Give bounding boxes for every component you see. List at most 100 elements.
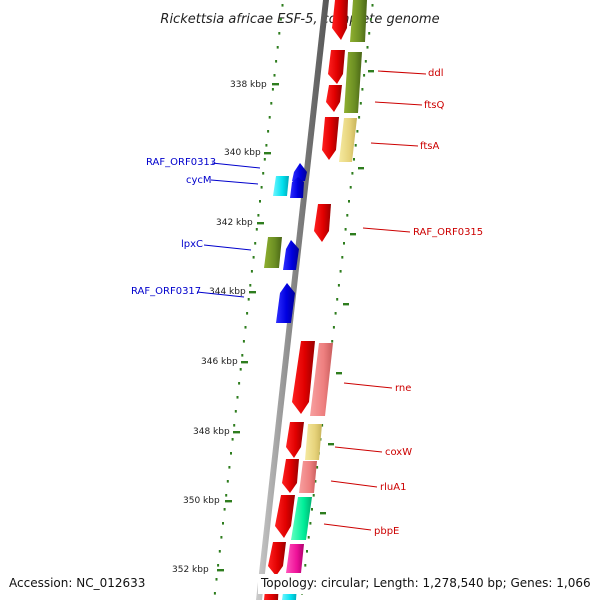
- forward-gene-labels: ddl ftsQ ftsA RAF_ORF0315 rne coxW rluA1…: [323, 68, 483, 537]
- tick-dot-right: [356, 130, 359, 133]
- tick-dot-left: [263, 158, 266, 161]
- tick-dot-right: [366, 46, 369, 49]
- tick-dot-right: [336, 298, 339, 301]
- tick-dot-left: [217, 564, 220, 567]
- tick-dot-left: [265, 144, 268, 147]
- label-RAF_ORF0317: RAF_ORF0317: [131, 286, 201, 297]
- tick-dot-left: [260, 186, 263, 189]
- tick-dot-right: [334, 312, 337, 315]
- cog-block-ftsA: [339, 118, 357, 162]
- tick-dot-left: [241, 354, 244, 357]
- tick-dot-right: [343, 242, 345, 245]
- cog-block-bottom: [286, 544, 304, 573]
- tick-dot-right: [344, 228, 347, 231]
- cds-RAF_ORF0315: [314, 204, 331, 242]
- tick-label-350: 350 kbp: [183, 496, 220, 506]
- tick-label-348: 348 kbp: [193, 427, 230, 437]
- tick-dot-right: [306, 550, 308, 553]
- label-coxW: coxW: [385, 447, 412, 458]
- tick-dot-left: [247, 298, 250, 301]
- tick-dot-left: [275, 60, 278, 63]
- kbp-ticks: 338 kbp 340 kbp 342 kbp 344 kbp 346 kbp …: [172, 80, 279, 575]
- tick-342: 342 kbp: [216, 218, 264, 228]
- tick-dot-right: [369, 18, 372, 21]
- tick-dot-right: [371, 4, 374, 7]
- label-rluA1: rluA1: [380, 482, 406, 493]
- reverse-gene-labels: RAF_ORF0313 cycM lpxC RAF_ORF0317: [131, 157, 261, 298]
- tick-dot-left: [234, 410, 237, 413]
- forward-cds-track: [264, 0, 348, 600]
- tick-dot-left: [239, 368, 242, 371]
- topology-backdrop: [258, 574, 600, 594]
- cog-block-pbpE: [291, 497, 312, 540]
- cds-RAF_ORF0313: [292, 163, 307, 181]
- accession-text: Accession: NC_012633: [9, 576, 145, 590]
- cog-block-ddl: [344, 52, 362, 113]
- cds-RAF_ORF0317: [276, 283, 295, 323]
- tick-dot-left: [238, 382, 241, 385]
- tick-label-338: 338 kbp: [230, 80, 267, 90]
- tick-dot-left: [262, 172, 265, 175]
- label-RAF_ORF0313: RAF_ORF0313: [146, 157, 216, 168]
- tick-346: 346 kbp: [201, 357, 248, 367]
- tick-dot-left: [270, 102, 273, 105]
- map-title: Rickettsia africae ESF-5, complete genom…: [160, 12, 439, 27]
- tick-label-340: 340 kbp: [224, 148, 261, 158]
- tick-dot-right: [364, 60, 367, 63]
- tick-label-352: 352 kbp: [172, 565, 209, 575]
- tick-dot-right: [368, 32, 371, 35]
- tick-dot-left: [267, 130, 270, 133]
- cds-lpxC: [283, 240, 299, 270]
- tick-344: 344 kbp: [209, 287, 256, 297]
- tick-dot-right: [353, 158, 355, 161]
- cog-block-lpxC: [264, 237, 282, 268]
- cds-rluA1: [282, 459, 299, 493]
- tick-dot-left: [236, 396, 239, 399]
- label-pbpE: pbpE: [374, 526, 399, 537]
- label-RAF_ORF0315: RAF_ORF0315: [413, 227, 483, 238]
- cds-coxW: [286, 422, 304, 458]
- tick-dot-left: [279, 18, 282, 21]
- tick-dot-left: [252, 256, 255, 259]
- tick-350: 350 kbp: [183, 496, 232, 506]
- tick-dot-right: [312, 494, 315, 497]
- tick-dot-left: [244, 326, 247, 329]
- label-ftsA: ftsA: [420, 141, 439, 152]
- tick-dot-left: [255, 228, 258, 231]
- tick-dot-left: [213, 592, 216, 595]
- tick-dot-right: [339, 270, 342, 273]
- tick-dot-left: [222, 522, 224, 525]
- tick-dot-left: [281, 4, 284, 7]
- label-ddl: ddl: [428, 68, 443, 79]
- tick-dot-right: [349, 186, 352, 189]
- label-ftsQ: ftsQ: [424, 100, 444, 111]
- tick-338: 338 kbp: [230, 80, 279, 90]
- topology-text: Topology: circular; Length: 1,278,540 bp…: [260, 576, 591, 590]
- tick-dot-left: [223, 508, 226, 511]
- cog-block-rne: [310, 343, 333, 416]
- tick-dot-right: [341, 256, 344, 259]
- tick-dot-left: [278, 32, 281, 35]
- tick-dot-right: [359, 102, 362, 105]
- right-ticks: [320, 70, 374, 515]
- tick-dot-right: [309, 522, 312, 525]
- tick-dot-right: [361, 88, 364, 91]
- tick-dot-left: [268, 116, 271, 119]
- tick-dot-left: [250, 270, 253, 273]
- tick-dot-right: [337, 284, 340, 287]
- cog-block-cycM: [273, 176, 289, 196]
- reverse-cds-track: [264, 163, 307, 323]
- tick-label-342: 342 kbp: [216, 218, 253, 228]
- tick-dot-left: [257, 214, 260, 217]
- label-rne: rne: [395, 383, 411, 394]
- tick-dot-right: [331, 340, 334, 343]
- tick-label-346: 346 kbp: [201, 357, 238, 367]
- tick-dot-left: [259, 200, 261, 203]
- tick-dot-right: [332, 326, 335, 329]
- cds-ftsQ: [326, 85, 342, 112]
- cds-rne: [292, 341, 315, 414]
- tick-dot-left: [246, 312, 249, 315]
- tick-dot-right: [307, 536, 310, 539]
- cds-cycM: [290, 177, 304, 198]
